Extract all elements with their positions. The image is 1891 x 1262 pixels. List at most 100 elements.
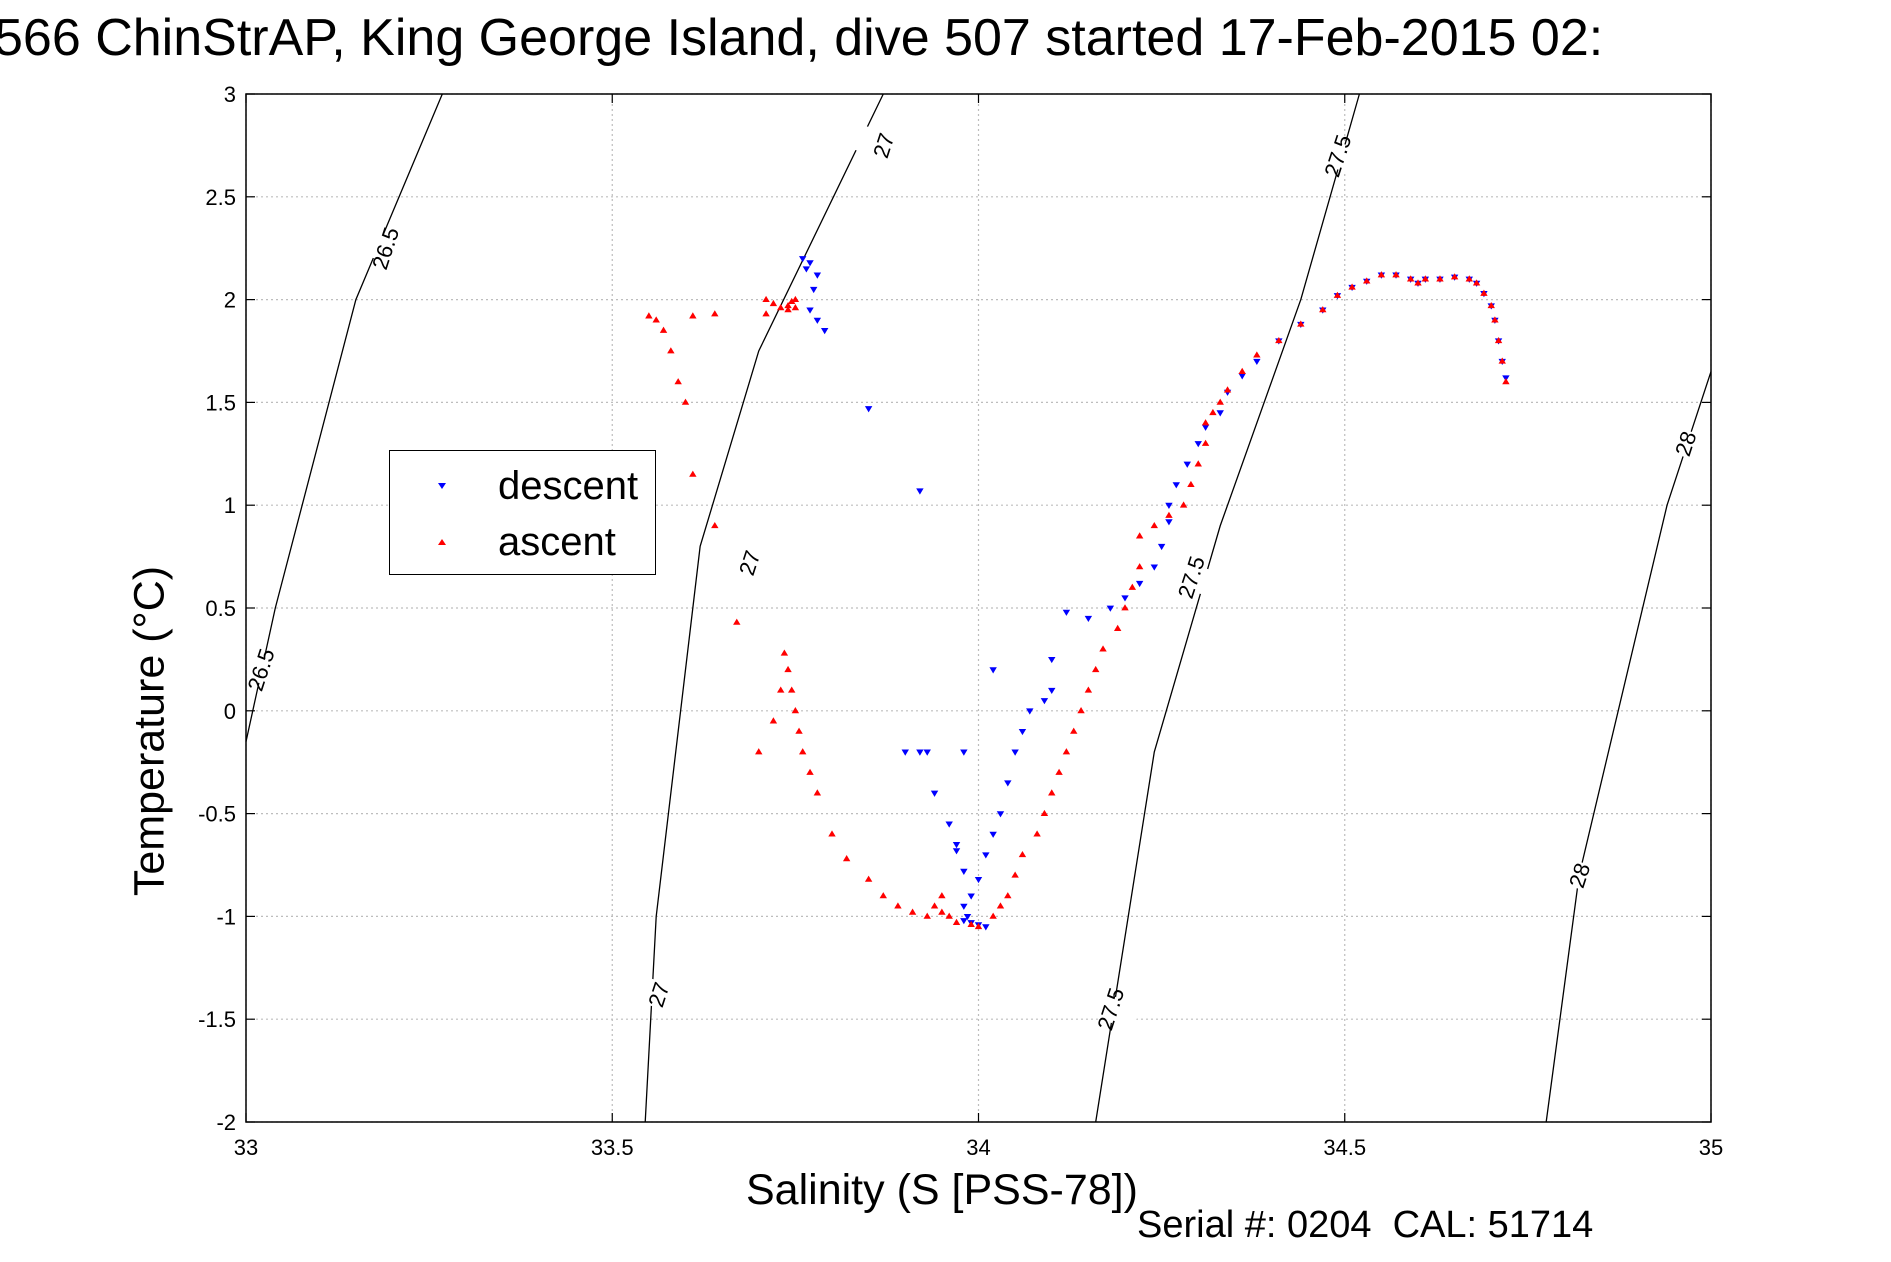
descent-point — [960, 868, 968, 875]
ascent-point — [1084, 686, 1093, 693]
descent-point — [1172, 482, 1180, 489]
ascent-point — [894, 902, 902, 909]
ascent-point — [689, 470, 697, 477]
descent-point — [1183, 461, 1191, 468]
ascent-point — [667, 347, 675, 354]
serial-cal-footer: Serial #: 0204 CAL: 51714 — [1137, 1204, 1594, 1246]
descent-point — [901, 749, 909, 756]
descent-point — [974, 876, 983, 884]
ascent-point — [1018, 850, 1027, 858]
ascent-point — [1091, 665, 1100, 673]
isopycnal-label-bg — [1160, 556, 1222, 599]
descent-point — [930, 790, 939, 797]
ascent-point — [1465, 275, 1473, 282]
descent-point — [1216, 410, 1224, 417]
ascent-point — [798, 748, 807, 755]
descent-point — [1040, 698, 1049, 705]
ascent-point — [1491, 316, 1499, 323]
ascent-point — [652, 316, 660, 323]
ascent-point — [1201, 419, 1210, 426]
ascent-point — [645, 312, 653, 319]
descent-point — [1194, 441, 1202, 448]
ascent-point — [1348, 283, 1356, 290]
ascent-point — [755, 748, 763, 755]
chart-title: 566 ChinStrAP, King George Island, dive … — [0, 9, 1604, 67]
descent-point — [1121, 595, 1129, 602]
ascent-point — [828, 830, 836, 837]
series-ascent — [645, 271, 1510, 930]
ascent-point — [945, 912, 953, 919]
ascent-point — [1319, 306, 1327, 313]
ascent-point — [1187, 480, 1195, 488]
ascent-point — [791, 707, 800, 714]
ascent-point — [879, 892, 887, 899]
ascent-point — [1070, 727, 1078, 734]
isopycnal-label-bg — [1079, 987, 1141, 1030]
descent-point — [1004, 780, 1012, 787]
x-tick-label: 33 — [234, 1135, 258, 1160]
descent-point — [813, 272, 822, 279]
descent-point — [1150, 564, 1159, 571]
ascent-point — [1436, 275, 1444, 282]
descent-point — [1165, 519, 1173, 526]
ascent-point — [791, 295, 800, 303]
descent-point — [945, 821, 953, 828]
ascent-point — [1055, 768, 1063, 775]
y-tick-label: 1 — [224, 493, 236, 518]
descent-point — [806, 260, 814, 267]
ascent-point — [1297, 320, 1305, 327]
ascent-point — [967, 920, 975, 928]
y-tick-label: 0.5 — [205, 596, 236, 621]
ascent-point — [1165, 511, 1173, 518]
ascent-point — [1363, 277, 1371, 284]
ascent-point — [1480, 289, 1488, 296]
descent-point — [982, 852, 990, 859]
descent-point — [1201, 424, 1210, 431]
descent-point — [1253, 358, 1261, 366]
descent-point — [1135, 580, 1144, 588]
ascent-point — [784, 306, 792, 313]
descent-point — [1062, 609, 1071, 616]
axis-ticks: 33 33.5 34 34.5 35 3 2.5 2 1.5 1 0.5 0 -0.5 -1 -1.5 -2 — [198, 82, 1723, 1160]
descent-point — [952, 842, 961, 849]
descent-point — [967, 893, 975, 900]
ascent-point — [762, 295, 770, 303]
ascent-point — [711, 310, 719, 317]
descent-point — [813, 317, 822, 324]
ascent-point — [1201, 439, 1210, 446]
isopycnal-label-bg — [627, 973, 690, 1016]
descent-point — [916, 488, 924, 495]
descent-point — [809, 286, 818, 294]
descent-point — [1238, 373, 1246, 380]
ascent-point — [1414, 279, 1422, 286]
descent-point — [864, 406, 873, 413]
descent-point — [989, 831, 997, 838]
descent-point — [1084, 615, 1093, 623]
isopycnal-line — [1095, 93, 1361, 1123]
ascent-point — [659, 326, 668, 333]
y-tick-label: -2 — [216, 1110, 236, 1135]
x-tick-label: 33.5 — [591, 1135, 634, 1160]
y-tick-label: 2 — [224, 288, 236, 313]
y-tick-label: 0 — [224, 699, 236, 724]
descent-point — [963, 914, 972, 921]
ascent-point — [769, 299, 778, 307]
ascent-point — [806, 768, 814, 775]
descent-point — [960, 918, 968, 925]
ascent-point — [1502, 378, 1510, 385]
ascent-point — [1238, 367, 1246, 374]
ascent-point — [1040, 809, 1049, 816]
ascent-marker-icon — [438, 539, 446, 545]
descent-point — [1018, 728, 1027, 736]
ascent-point — [784, 301, 792, 309]
descent-point — [798, 256, 807, 263]
ascent-point — [938, 908, 946, 915]
ascent-point — [689, 312, 697, 319]
ascent-point — [1077, 707, 1085, 714]
descent-point — [923, 749, 931, 756]
ascent-point — [769, 717, 778, 724]
descent-point — [916, 749, 924, 756]
ascent-point — [1135, 532, 1144, 539]
ascent-point — [864, 875, 873, 882]
isopycnal-label-bg — [1306, 134, 1369, 177]
